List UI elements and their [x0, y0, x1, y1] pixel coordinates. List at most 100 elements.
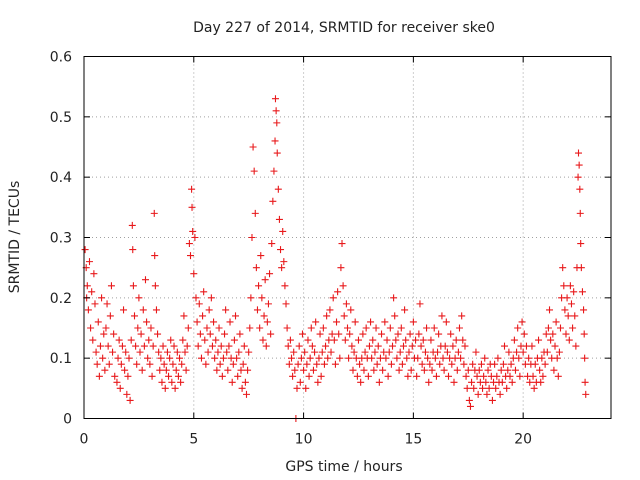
data-point — [390, 294, 398, 302]
data-point — [528, 342, 536, 350]
data-point — [178, 360, 186, 368]
data-point — [373, 360, 381, 368]
data-point — [338, 240, 346, 248]
data-point — [101, 366, 109, 374]
data-point — [214, 348, 222, 356]
data-point — [349, 366, 357, 374]
data-point — [450, 378, 458, 386]
data-point — [290, 348, 298, 356]
data-point — [431, 354, 439, 362]
x-tick-label: 20 — [514, 432, 532, 448]
data-point — [215, 324, 223, 332]
data-point — [518, 318, 526, 326]
data-point — [179, 336, 187, 344]
data-point — [278, 264, 286, 272]
data-point — [399, 342, 407, 350]
data-point — [255, 282, 263, 290]
data-point — [409, 318, 417, 326]
y-tick-label: 0.6 — [50, 50, 72, 66]
data-point — [449, 342, 457, 350]
data-point — [150, 209, 158, 217]
data-point — [182, 366, 190, 374]
data-point — [485, 384, 493, 392]
data-point — [454, 348, 462, 356]
data-point — [253, 306, 261, 314]
data-point — [312, 318, 320, 326]
data-point — [235, 348, 243, 356]
data-point — [551, 342, 559, 350]
data-point — [535, 336, 543, 344]
data-point — [305, 372, 313, 380]
data-point — [426, 360, 434, 368]
data-point — [488, 396, 496, 404]
data-point — [259, 336, 267, 344]
data-point — [188, 185, 196, 193]
data-point — [414, 354, 422, 362]
data-point — [473, 372, 481, 380]
data-point — [508, 378, 516, 386]
data-point — [374, 342, 382, 350]
data-point — [294, 360, 302, 368]
data-point — [261, 276, 269, 284]
data-point — [425, 378, 433, 386]
data-point — [460, 360, 468, 368]
data-point — [128, 221, 136, 229]
data-point — [464, 366, 472, 374]
data-point — [328, 330, 336, 338]
data-point — [149, 342, 157, 350]
data-point — [266, 270, 274, 278]
data-point — [470, 384, 478, 392]
data-point — [520, 330, 528, 338]
data-point — [222, 306, 230, 314]
data-point — [163, 348, 171, 356]
data-point — [90, 270, 98, 278]
data-point — [279, 227, 287, 235]
y-tick-label: 0.1 — [50, 351, 72, 367]
data-point — [206, 330, 214, 338]
data-point — [151, 282, 159, 290]
data-point — [301, 348, 309, 356]
data-point — [563, 294, 571, 302]
data-point — [176, 354, 184, 362]
data-point — [346, 330, 354, 338]
data-point — [88, 288, 96, 296]
data-point — [133, 360, 141, 368]
data-point — [168, 378, 176, 386]
data-point — [271, 137, 279, 145]
data-point — [188, 203, 196, 211]
data-point — [442, 318, 450, 326]
data-point — [469, 360, 477, 368]
data-point — [146, 360, 154, 368]
data-point — [203, 324, 211, 332]
data-point — [193, 318, 201, 326]
data-point — [238, 384, 246, 392]
data-point — [569, 324, 577, 332]
data-point — [264, 300, 272, 308]
data-point — [384, 372, 392, 380]
data-point — [271, 95, 279, 103]
data-point — [503, 384, 511, 392]
data-point — [461, 342, 469, 350]
data-point — [137, 330, 145, 338]
data-point — [83, 282, 91, 290]
data-point — [191, 234, 199, 241]
data-point — [139, 306, 147, 314]
data-point — [311, 348, 319, 356]
data-point — [547, 336, 555, 344]
data-point — [378, 330, 386, 338]
data-point — [151, 252, 159, 260]
data-point — [207, 294, 215, 302]
data-point — [232, 312, 240, 320]
data-point — [335, 330, 343, 338]
data-point — [364, 372, 372, 380]
data-point — [530, 384, 538, 392]
data-point — [260, 312, 268, 320]
data-point — [457, 354, 465, 362]
data-point — [316, 330, 324, 338]
data-point — [383, 336, 391, 344]
data-point — [113, 378, 121, 386]
data-point — [537, 378, 545, 386]
data-point — [127, 336, 135, 344]
x-tick-label: 10 — [295, 432, 313, 448]
data-point — [505, 348, 513, 356]
